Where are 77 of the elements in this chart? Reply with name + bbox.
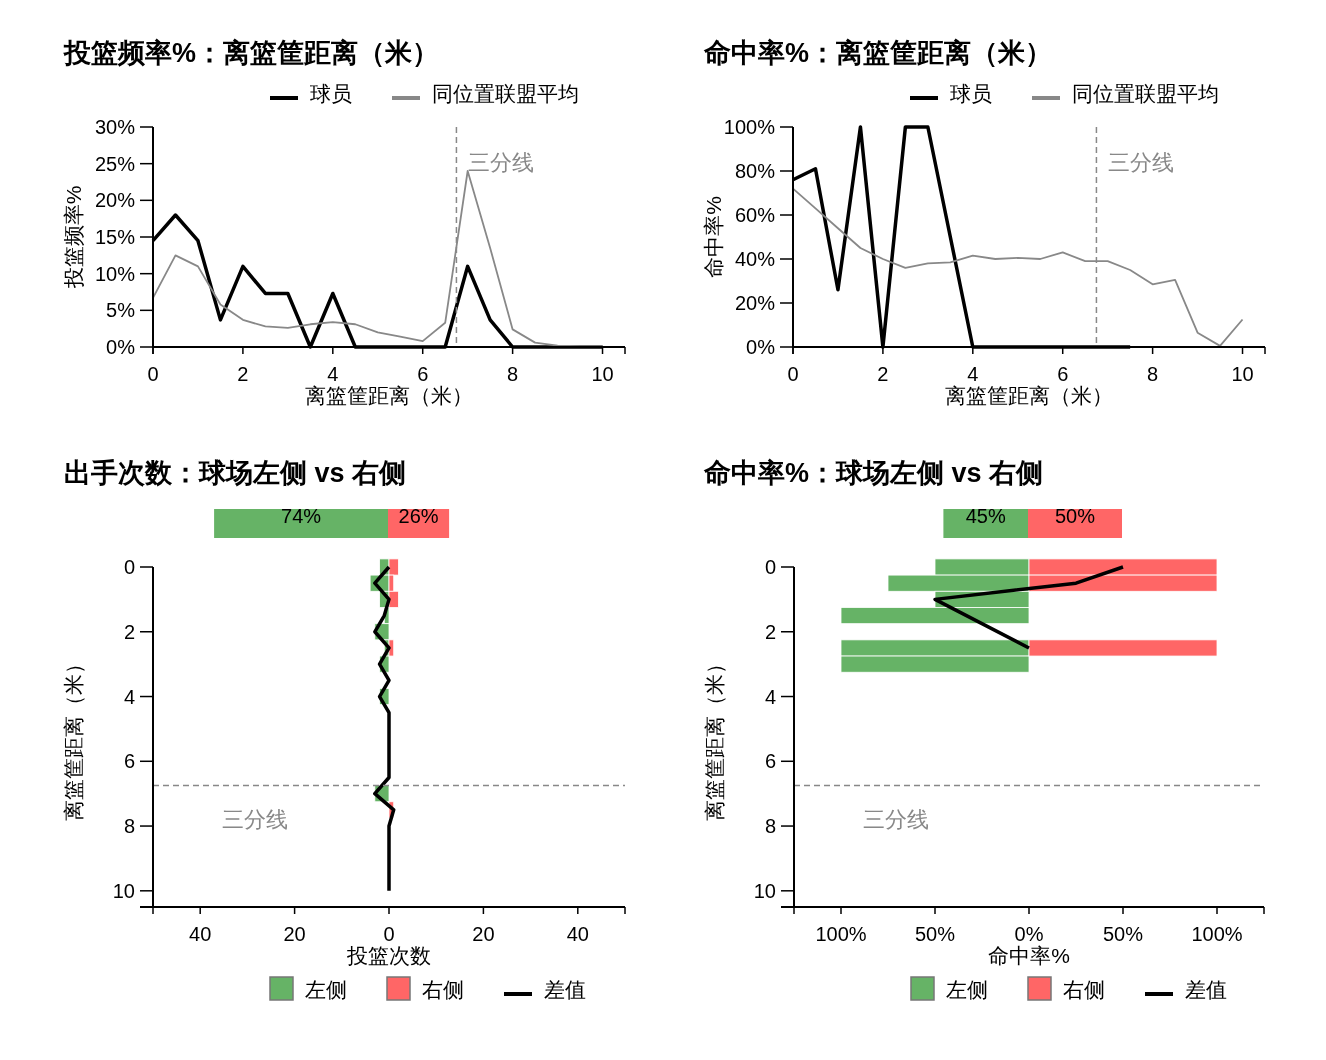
legend-label: 差值: [1185, 978, 1227, 1001]
x-tick-label: 6: [1057, 363, 1069, 385]
y-tick-label: 20%: [94, 189, 136, 212]
chart-title: 命中率%：球场左侧 vs 右侧: [703, 458, 1044, 488]
x-tick-label: 50%: [1102, 923, 1144, 945]
y-tick-label: 0: [764, 556, 776, 578]
legend-label: 差值: [544, 978, 586, 1001]
x-tick-label: 100%: [1191, 923, 1243, 945]
legend-label: 同位置联盟平均: [1072, 82, 1219, 105]
legend-label: 同位置联盟平均: [432, 82, 579, 105]
x-tick-label: 40: [566, 923, 589, 945]
data-label: 26%: [398, 505, 439, 527]
data-label: 50%: [1054, 505, 1096, 527]
y-tick-label: 10: [112, 879, 135, 902]
y-tick-label: 30%: [94, 116, 136, 138]
y-axis-title: 命中率%: [702, 196, 725, 278]
y-tick-label: 40%: [734, 248, 776, 270]
y-tick-label: 8: [764, 815, 776, 838]
x-tick-label: 0%: [1014, 923, 1044, 945]
data-label: 74%: [281, 505, 322, 527]
x-tick-label: 4: [967, 363, 979, 385]
legend-label: 左侧: [946, 978, 988, 1001]
y-tick-label: 10: [753, 879, 776, 902]
y-tick-label: 2: [764, 620, 776, 643]
x-tick-label: 100%: [815, 923, 867, 945]
x-tick-label: 20: [283, 923, 306, 945]
y-tick-label: 0%: [106, 336, 136, 358]
ref-line-label: 三分线: [863, 806, 929, 832]
ref-line-label: 三分线: [222, 806, 288, 832]
x-axis-title: 离篮筐距离（米）: [305, 384, 473, 407]
x-tick-label: 50%: [914, 923, 956, 945]
legend-label: 球员: [310, 82, 352, 105]
y-tick-label: 8: [123, 815, 135, 838]
y-tick-label: 10%: [94, 262, 136, 285]
ref-line-label: 三分线: [1108, 150, 1175, 175]
x-axis-title: 命中率%: [988, 944, 1070, 967]
y-tick-label: 6: [123, 750, 135, 773]
legend-label: 左侧: [305, 978, 347, 1001]
y-axis-title: 离篮筐距离（米）: [62, 653, 85, 821]
x-tick-label: 10: [1231, 363, 1254, 385]
x-axis-title: 离篮筐距离（米）: [945, 384, 1113, 407]
y-tick-label: 15%: [94, 226, 136, 248]
x-tick-label: 8: [1147, 363, 1159, 385]
x-tick-label: 20: [472, 923, 495, 945]
legend-label: 右侧: [1063, 978, 1105, 1001]
y-tick-label: 6: [764, 750, 776, 773]
x-tick-label: 8: [507, 363, 519, 385]
x-tick-label: 40: [189, 923, 212, 945]
x-tick-label: 2: [877, 363, 889, 385]
x-tick-label: 4: [327, 363, 339, 385]
chart-title: 命中率%：离篮筐距离（米）: [703, 38, 1053, 68]
chart-title: 出手次数：球场左侧 vs 右侧: [64, 458, 407, 488]
y-tick-label: 0: [123, 556, 135, 578]
data-label: 45%: [965, 505, 1006, 527]
x-tick-label: 10: [591, 363, 614, 385]
y-tick-label: 100%: [723, 116, 776, 138]
x-tick-label: 0: [787, 363, 799, 385]
y-tick-label: 80%: [734, 160, 776, 182]
y-axis-title: 投篮频率%: [62, 185, 85, 290]
y-tick-label: 25%: [94, 152, 136, 175]
y-tick-label: 20%: [734, 292, 776, 314]
y-tick-label: 4: [764, 685, 776, 708]
x-tick-label: 2: [237, 363, 249, 385]
legend-label: 右侧: [422, 978, 464, 1001]
ref-line-label: 三分线: [468, 150, 535, 175]
chart-title: 投篮频率%：离篮筐距离（米）: [63, 38, 440, 68]
y-axis-title: 离篮筐距离（米）: [703, 653, 726, 821]
x-tick-label: 0: [383, 923, 395, 945]
y-tick-label: 60%: [734, 204, 776, 226]
y-tick-label: 2: [123, 620, 135, 643]
y-tick-label: 5%: [106, 299, 136, 322]
x-tick-label: 6: [417, 363, 429, 385]
y-tick-label: 0%: [746, 336, 776, 358]
x-tick-label: 0: [147, 363, 159, 385]
x-axis-title: 投篮次数: [346, 944, 431, 967]
y-tick-label: 4: [123, 685, 135, 708]
legend-label: 球员: [950, 82, 992, 105]
